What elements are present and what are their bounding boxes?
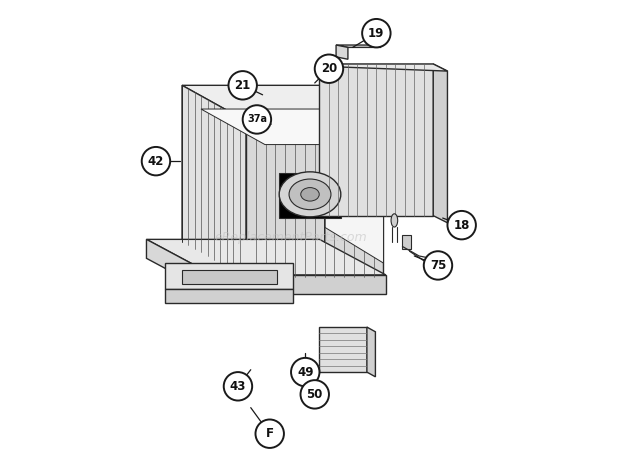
Text: 21: 21	[234, 79, 251, 92]
Circle shape	[423, 251, 452, 280]
Text: 49: 49	[297, 365, 314, 379]
Circle shape	[301, 380, 329, 409]
Circle shape	[315, 55, 343, 83]
Polygon shape	[325, 109, 383, 263]
Text: 75: 75	[430, 259, 446, 272]
Polygon shape	[146, 239, 213, 294]
Circle shape	[448, 211, 476, 239]
Polygon shape	[319, 64, 448, 71]
Circle shape	[291, 358, 319, 386]
Polygon shape	[402, 235, 411, 249]
Polygon shape	[213, 275, 386, 294]
Polygon shape	[166, 263, 293, 289]
Circle shape	[255, 419, 284, 448]
Circle shape	[229, 71, 257, 100]
Ellipse shape	[289, 179, 331, 210]
Circle shape	[142, 147, 170, 175]
Polygon shape	[146, 239, 386, 275]
Polygon shape	[166, 289, 293, 303]
Ellipse shape	[391, 214, 397, 227]
Circle shape	[242, 105, 271, 134]
Polygon shape	[182, 85, 383, 121]
Text: eReplacementParts.com: eReplacementParts.com	[215, 230, 368, 244]
Polygon shape	[319, 64, 433, 216]
Text: F: F	[266, 427, 273, 440]
Ellipse shape	[279, 172, 341, 217]
Polygon shape	[182, 85, 246, 277]
Text: 50: 50	[306, 388, 323, 401]
Text: 37a: 37a	[247, 114, 267, 125]
Polygon shape	[336, 45, 348, 59]
Text: 20: 20	[321, 62, 337, 75]
Ellipse shape	[301, 188, 319, 201]
Polygon shape	[367, 327, 376, 377]
Polygon shape	[201, 109, 383, 145]
Text: 42: 42	[148, 155, 164, 168]
Polygon shape	[336, 45, 381, 47]
Polygon shape	[319, 327, 367, 372]
Text: 43: 43	[230, 380, 246, 393]
Circle shape	[362, 19, 391, 47]
Polygon shape	[182, 270, 277, 284]
Text: 18: 18	[453, 219, 470, 232]
Polygon shape	[246, 121, 383, 277]
Polygon shape	[279, 173, 341, 218]
Polygon shape	[433, 64, 448, 223]
Circle shape	[224, 372, 252, 401]
Text: 19: 19	[368, 27, 384, 40]
